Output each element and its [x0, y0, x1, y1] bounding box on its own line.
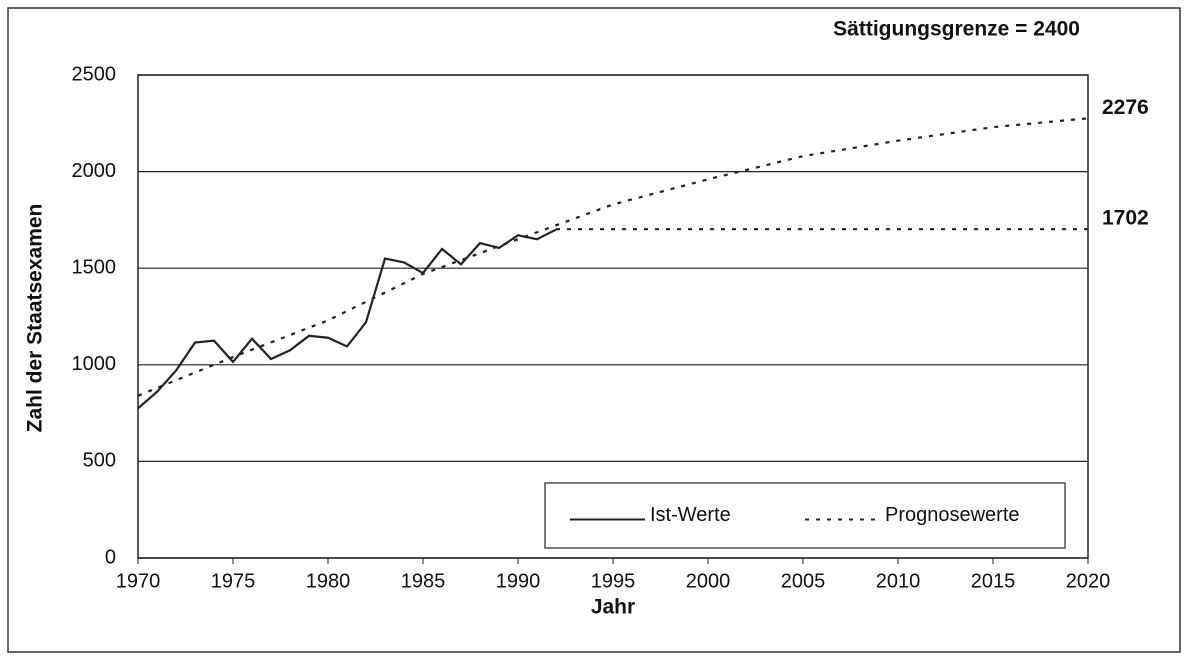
x-tick-label: 2005: [781, 570, 826, 592]
y-tick-label: 2000: [72, 160, 117, 182]
x-axis-title: Jahr: [591, 596, 635, 619]
plot-area: [137, 74, 1089, 559]
x-tick-label: 1980: [306, 570, 351, 592]
x-tick-label: 1995: [591, 570, 636, 592]
x-tick-label: 2020: [1066, 570, 1111, 592]
x-tick-label: 1975: [211, 570, 256, 592]
y-tick-label: 1500: [72, 256, 117, 278]
annotation: Sättigungsgrenze = 2400: [833, 18, 1080, 41]
legend-label: Ist-Werte: [650, 504, 731, 526]
x-tick-label: 1970: [116, 570, 161, 592]
data-line: [137, 117, 1089, 397]
x-tick-label: 1985: [401, 570, 446, 592]
y-axis-title: Zahl der Staatsexamen: [24, 204, 47, 433]
x-tick-label: 1990: [496, 570, 541, 592]
legend-label: Prognosewerte: [885, 504, 1020, 526]
y-tick-label: 500: [83, 450, 116, 472]
data-line: [137, 228, 557, 410]
end-label: 1702: [1102, 207, 1149, 230]
y-tick-label: 2500: [72, 63, 117, 85]
y-tick-label: 1000: [72, 353, 117, 375]
x-tick-label: 2015: [971, 570, 1016, 592]
x-tick-label: 2010: [876, 570, 921, 592]
x-tick-label: 2000: [686, 570, 731, 592]
y-tick-label: 0: [105, 546, 116, 568]
frame: [7, 7, 1181, 653]
legend-box: [544, 482, 1066, 549]
end-label: 2276: [1102, 96, 1149, 119]
